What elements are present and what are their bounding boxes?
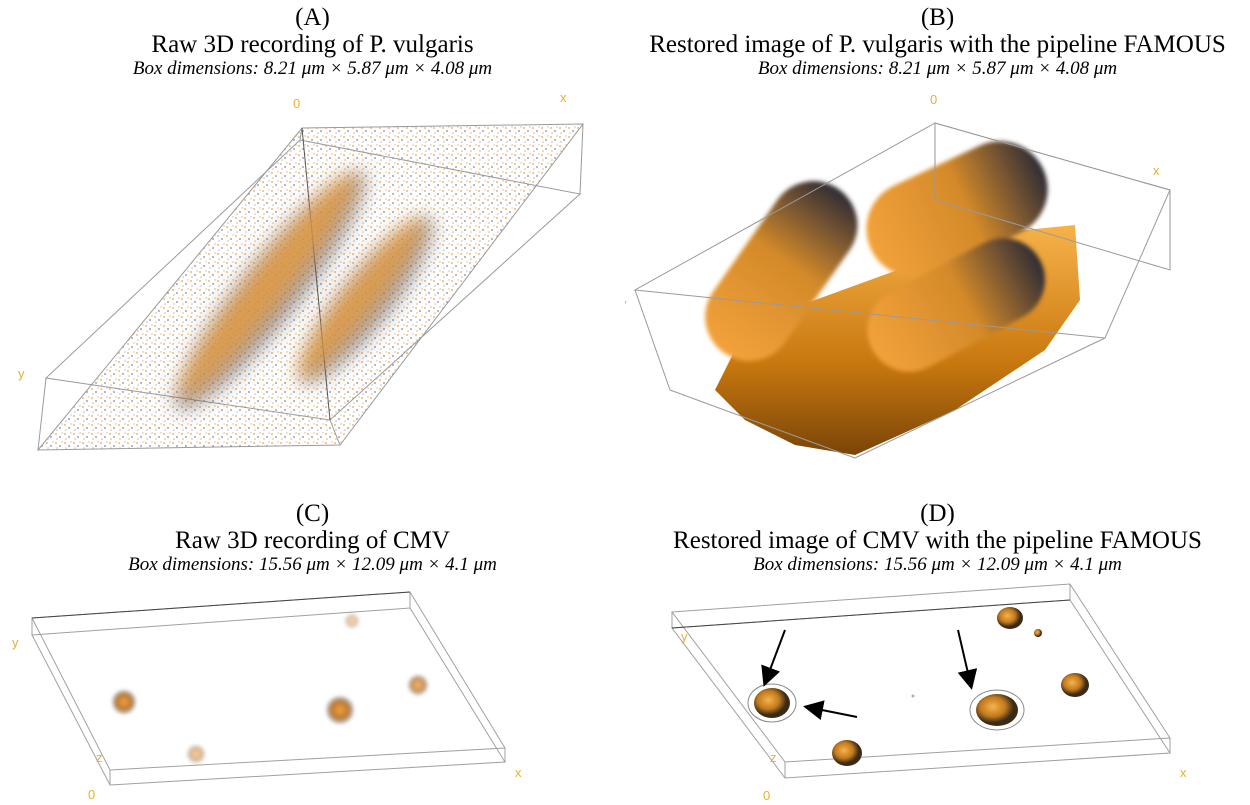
bounding-box: [31, 591, 506, 786]
panel-d: (D) Restored image of CMV with the pipel…: [625, 500, 1250, 805]
bounding-box: [36, 123, 585, 451]
axis-origin-label: 0: [293, 96, 300, 111]
axis-x-label: x: [1180, 765, 1187, 780]
bounding-box: [633, 122, 1171, 459]
panel-label: (D): [920, 500, 955, 527]
panel-c: (C) Raw 3D recording of CMV Box dimensio…: [0, 500, 625, 805]
annotation-arrows: [761, 629, 978, 720]
arrow-left: [803, 700, 858, 720]
bacteria-bodies: [705, 141, 1048, 372]
axis-x-label: x: [1153, 163, 1160, 178]
panel-label: (C): [295, 500, 330, 527]
bacteria-streaks: [174, 170, 433, 410]
restored-cmv-render: y x z 0: [671, 583, 1187, 803]
axis-x-label: x: [515, 765, 522, 780]
panel-title: Restored image of P. vulgaris with the p…: [649, 31, 1226, 58]
raw-volume-render: 0 x y: [18, 90, 585, 451]
virus-particles: [111, 613, 429, 764]
box-dimensions: Box dimensions: 15.56 μm × 12.09 μm × 4.…: [128, 554, 497, 575]
panel-b: (B) Restored image of P. vulgaris with t…: [625, 0, 1250, 470]
panel-b-header: (B) Restored image of P. vulgaris with t…: [625, 4, 1250, 80]
panel-label: (B): [920, 4, 955, 31]
panel-title: Restored image of CMV with the pipeline …: [673, 527, 1202, 554]
axis-y-label: y: [12, 635, 19, 650]
box-dimensions: Box dimensions: 8.21 μm × 5.87 μm × 4.08…: [132, 58, 493, 79]
raw-cmv-render: y x z 0: [12, 591, 522, 802]
virus-particles: [747, 607, 1089, 766]
axis-x-label: x: [560, 90, 567, 105]
panel-a: (A) Raw 3D recording of P. vulgaris Box …: [0, 0, 625, 470]
bounding-box: [671, 583, 1171, 779]
axis-y-label: y: [18, 366, 25, 381]
axis-origin-label: 0: [763, 788, 770, 803]
panel-d-header: (D) Restored image of CMV with the pipel…: [625, 500, 1250, 576]
panel-a-header: (A) Raw 3D recording of P. vulgaris Box …: [0, 4, 625, 80]
panel-label: (A): [295, 4, 330, 31]
axis-z-label: z: [96, 750, 103, 765]
panel-title: Raw 3D recording of CMV: [175, 527, 450, 554]
box-dimensions: Box dimensions: 8.21 μm × 5.87 μm × 4.08…: [757, 58, 1118, 79]
arrow-down-left: [761, 629, 786, 687]
axis-y-label: y: [681, 629, 688, 644]
axis-z-label: z: [770, 750, 777, 765]
panel-title: Raw 3D recording of P. vulgaris: [151, 31, 474, 58]
axis-origin-label: 0: [930, 92, 937, 107]
box-dimensions: Box dimensions: 15.56 μm × 12.09 μm × 4.…: [753, 554, 1122, 575]
speckle-volume: [38, 124, 583, 450]
restored-surface-render: 0 x y: [625, 92, 1171, 459]
axis-y-label: y: [625, 296, 627, 311]
axis-origin-label: 0: [88, 787, 95, 802]
panel-c-header: (C) Raw 3D recording of CMV Box dimensio…: [0, 500, 625, 576]
arrow-down-right: [957, 629, 978, 690]
